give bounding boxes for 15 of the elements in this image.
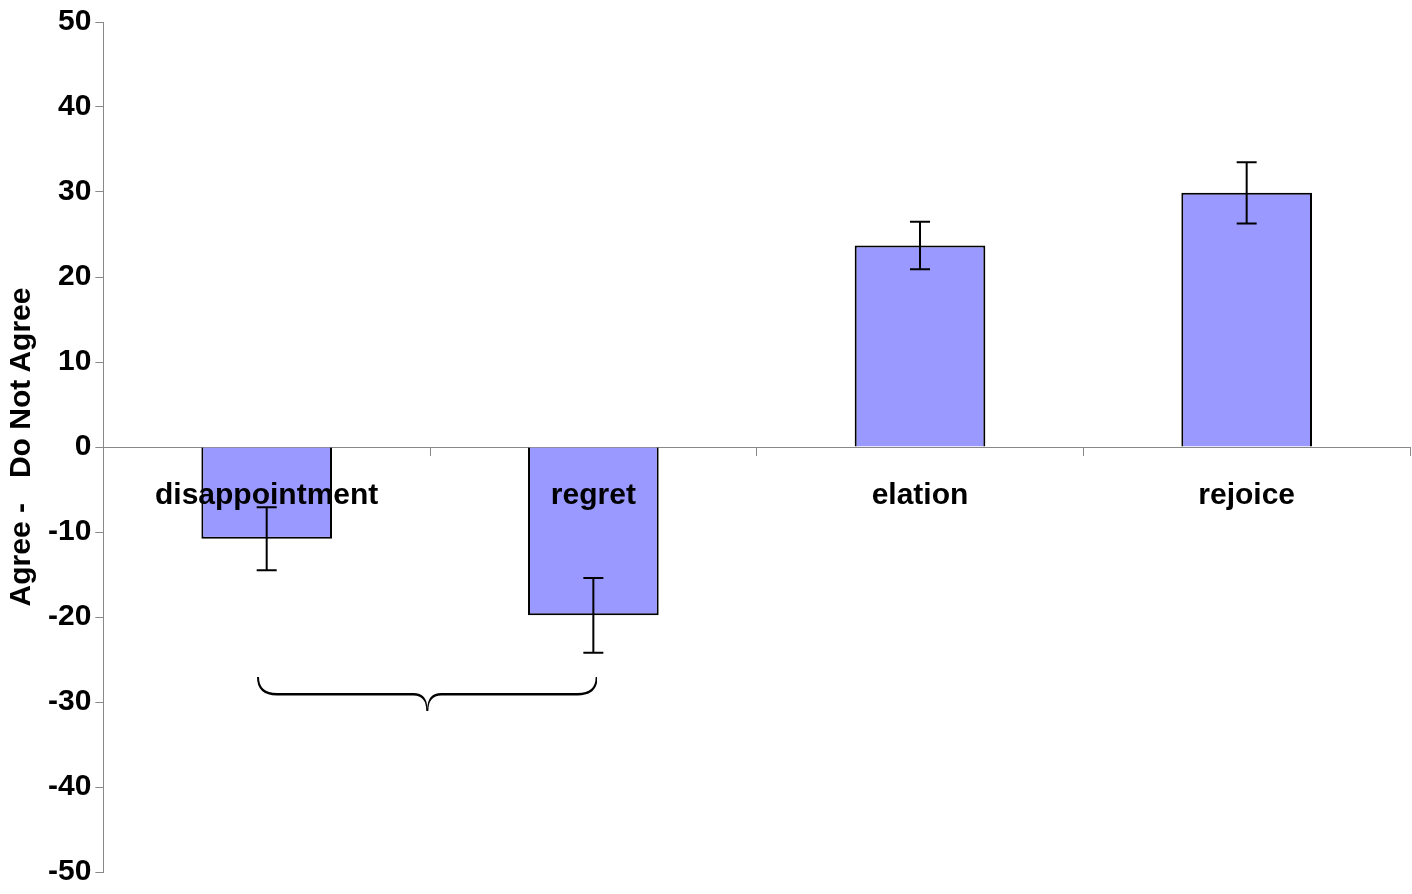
y-tick-label: -50: [48, 853, 92, 887]
y-tick-label: 40: [57, 88, 92, 122]
y-tick-label: 0: [74, 428, 92, 462]
x-tick-label: regret: [550, 477, 636, 511]
y-tick-label: -10: [48, 513, 92, 547]
y-tick-label: -40: [48, 768, 92, 802]
y-tick-label: 20: [57, 258, 92, 292]
x-tick-label: rejoice: [1198, 477, 1296, 511]
y-tick-label: 30: [57, 173, 92, 207]
y-tick-label: 10: [57, 343, 92, 377]
x-tick-label: elation: [871, 477, 969, 511]
y-axis-title: Agree - Do Not Agree: [3, 287, 37, 607]
y-tick-label: -20: [48, 598, 92, 632]
y-tick-label: 50: [57, 3, 92, 37]
y-tick-label: -30: [48, 683, 92, 717]
